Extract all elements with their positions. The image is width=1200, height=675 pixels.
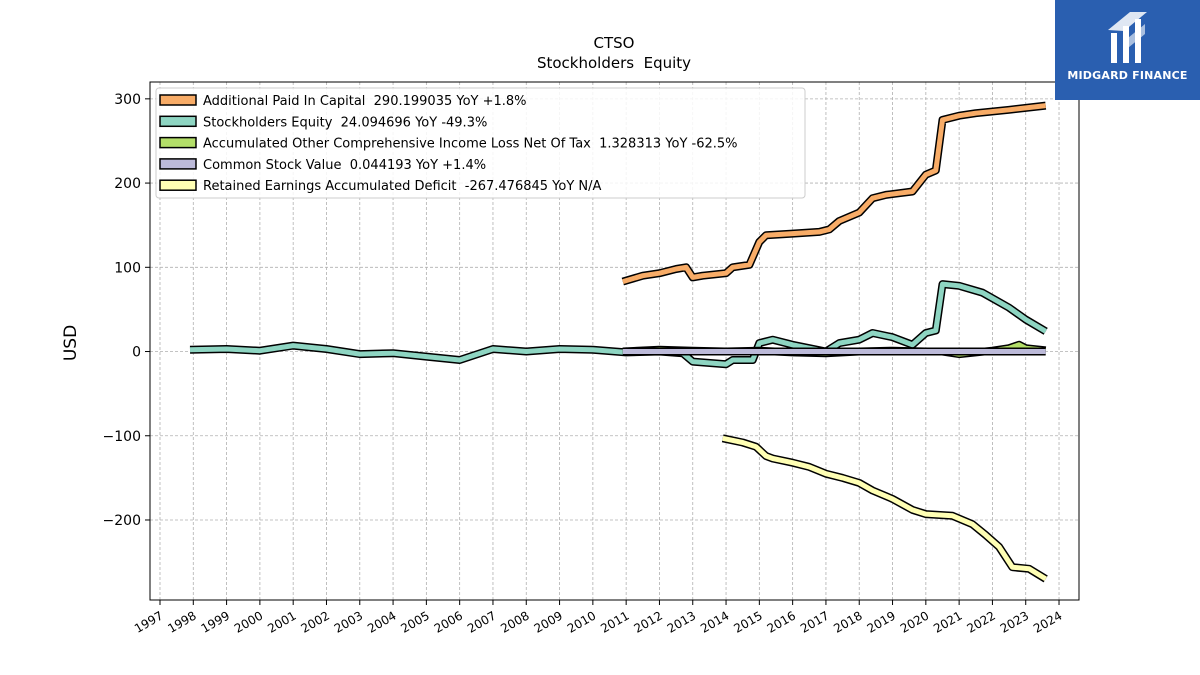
legend-item: Retained Earnings Accumulated Deficit -2…	[159, 179, 602, 194]
y-tick-label: 100	[114, 260, 141, 276]
x-tick-label: 2002	[299, 608, 332, 635]
series-line	[189, 281, 1047, 367]
y-tick-label: −200	[103, 513, 141, 529]
y-tick-label: 300	[114, 92, 141, 108]
y-axis: −200 −100 0 100 200 300	[103, 92, 150, 529]
x-tick-label: 2008	[498, 608, 531, 635]
x-tick-label: 2006	[432, 608, 465, 635]
plot-frame	[149, 81, 1080, 601]
legend-label: Additional Paid In Capital 290.199035 Yo…	[203, 94, 527, 109]
legend-swatch	[159, 179, 197, 191]
x-tick-label: 2000	[232, 608, 265, 635]
x-tick-label: 2003	[332, 608, 365, 635]
legend-swatch	[159, 158, 197, 170]
legend-item: Common Stock Value 0.044193 YoY +1.4%	[159, 158, 486, 173]
x-tick-label: 1998	[165, 608, 198, 635]
y-tick-label: 200	[114, 176, 141, 192]
x-tick-label: 2018	[831, 608, 864, 635]
legend-swatch	[159, 94, 197, 106]
series-2	[189, 280, 1048, 369]
x-tick-label: 2020	[898, 608, 931, 635]
chart-subtitle: Stockholders Equity	[537, 54, 691, 72]
legend-item: Accumulated Other Comprehensive Income L…	[159, 136, 738, 152]
x-tick-label: 2004	[365, 608, 398, 635]
legend-label: Retained Earnings Accumulated Deficit -2…	[203, 179, 602, 194]
x-tick-label: 1997	[132, 608, 165, 635]
x-tick-label: 2022	[964, 608, 997, 635]
brand-mark-icon	[1108, 12, 1147, 63]
x-tick-label: 2017	[798, 608, 831, 635]
x-axis: 1997 1998 1999 2000 2001 2002 2003 2004 2005 2006…	[132, 600, 1065, 636]
x-tick-label: 2014	[698, 608, 731, 635]
y-tick-label: 0	[132, 345, 141, 361]
legend-swatch	[159, 115, 197, 128]
x-tick-label: 2019	[865, 608, 898, 635]
x-tick-label: 2016	[765, 608, 798, 635]
x-tick-label: 2011	[598, 608, 631, 635]
y-axis-label: USD	[61, 325, 81, 361]
series-line	[722, 435, 1047, 582]
x-tick-label: 2012	[631, 608, 664, 635]
legend-box	[155, 87, 806, 199]
chart-title: CTSO	[594, 34, 635, 52]
series-layer	[189, 101, 1048, 583]
x-tick-label: 2009	[532, 608, 565, 635]
y-tick-label: −100	[103, 429, 141, 445]
series-line	[622, 103, 1046, 284]
series-1	[621, 101, 1047, 286]
x-tick-label: 2010	[565, 608, 598, 635]
series-5	[721, 434, 1048, 583]
x-tick-label: 2005	[398, 608, 431, 635]
x-tick-label: 2007	[465, 608, 498, 635]
legend-item: Additional Paid In Capital 290.199035 Yo…	[159, 94, 527, 109]
legend-label: Accumulated Other Comprehensive Income L…	[203, 137, 738, 152]
x-tick-label: 2001	[265, 608, 298, 635]
legend-item: Stockholders Equity 24.094696 YoY -49.3%	[159, 115, 487, 130]
x-tick-label: 2024	[1031, 608, 1064, 635]
x-tick-label: 2021	[931, 608, 964, 635]
brand-logo: MIDGARD FINANCE	[1055, 0, 1200, 100]
legend-label: Common Stock Value 0.044193 YoY +1.4%	[203, 158, 486, 173]
x-tick-label: 2023	[998, 608, 1031, 635]
legend-swatch	[159, 136, 197, 149]
x-tick-label: 1999	[199, 608, 232, 635]
x-tick-label: 2013	[665, 608, 698, 635]
legend: Additional Paid In Capital 290.199035 Yo…	[155, 87, 806, 199]
x-tick-label: 2015	[731, 608, 764, 635]
legend-label: Stockholders Equity 24.094696 YoY -49.3%	[203, 115, 487, 130]
brand-name: MIDGARD FINANCE	[1067, 69, 1188, 82]
